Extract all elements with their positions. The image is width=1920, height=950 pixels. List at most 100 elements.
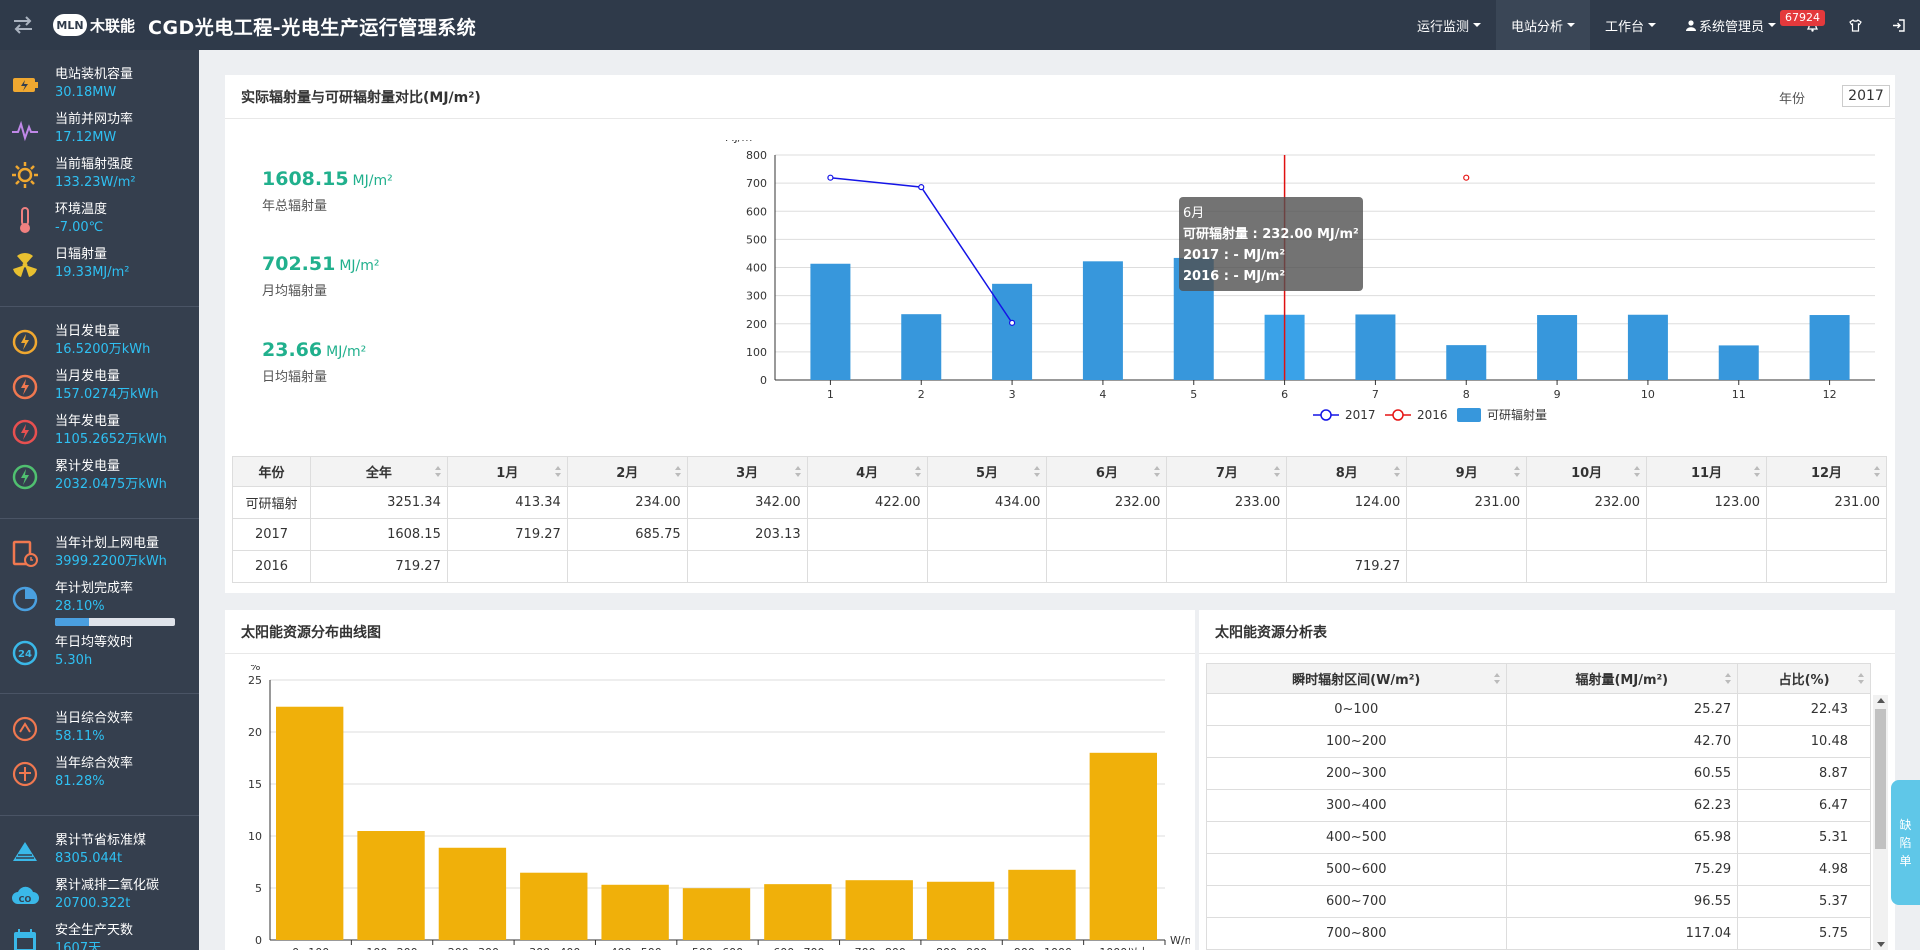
- distribution-chart[interactable]: % 0 5 10 15 20 25 0~100 100~200 200~300 300~400 400…: [230, 665, 1190, 950]
- sort-icon[interactable]: [794, 466, 801, 478]
- table-cell: 231.00: [1766, 486, 1887, 519]
- sidebar-divider: [0, 815, 199, 816]
- logout-icon: [1893, 18, 1905, 32]
- bar: [1809, 315, 1850, 380]
- column-header[interactable]: 3月: [686, 456, 808, 487]
- sort-icon[interactable]: [1034, 466, 1041, 478]
- nav-item-user[interactable]: 系统管理员: [1671, 0, 1791, 50]
- stat-label: 年总辐射量: [262, 199, 328, 214]
- sidebar-value: 20700.322t: [55, 896, 131, 911]
- y-axis-unit: %: [250, 665, 260, 673]
- y-tick-label: 5: [255, 882, 262, 895]
- caret-down-icon: [1647, 23, 1656, 27]
- defect-tab[interactable]: 缺陷单: [1891, 780, 1920, 905]
- x-tick-label: 11: [1732, 388, 1746, 401]
- column-header[interactable]: 5月: [926, 456, 1048, 487]
- column-header[interactable]: 辐射量(MJ/m²): [1505, 663, 1739, 694]
- nav-item-workbench[interactable]: 工作台: [1590, 0, 1671, 50]
- stat-value: 23.66: [262, 339, 323, 361]
- month-power-icon: [12, 374, 38, 400]
- table-header-row: 瞬时辐射区间(W/m²) 辐射量(MJ/m²) 占比(%): [1206, 663, 1871, 694]
- table-row: 500~600 75.29 4.98: [1206, 853, 1871, 886]
- sort-icon[interactable]: [1154, 466, 1161, 478]
- scrollbar-thumb[interactable]: [1875, 709, 1886, 849]
- sort-icon[interactable]: [914, 466, 921, 478]
- bar: [520, 872, 588, 940]
- sort-icon[interactable]: [1634, 466, 1641, 478]
- column-header[interactable]: 8月: [1286, 456, 1408, 487]
- x-axis-unit: W/m²: [1170, 934, 1190, 947]
- sidebar-divider: [0, 306, 199, 307]
- defect-tab-char: 缺: [1899, 817, 1912, 832]
- sidebar-value: 81.28%: [55, 774, 105, 789]
- sort-icon[interactable]: [1725, 673, 1732, 685]
- table-cell: 2016: [232, 550, 311, 583]
- y-tick-label: 800: [746, 149, 767, 162]
- sidebar-toggle-icon[interactable]: [12, 15, 34, 35]
- tooltip-title: 6月: [1183, 206, 1205, 221]
- table-cell: 8.87: [1737, 757, 1871, 790]
- sort-icon[interactable]: [1394, 466, 1401, 478]
- table-row: 100~200 42.70 10.48: [1206, 725, 1871, 758]
- column-header[interactable]: 1月: [446, 456, 568, 487]
- table-cell: 231.00: [1406, 486, 1528, 519]
- sort-icon[interactable]: [1514, 466, 1521, 478]
- column-header[interactable]: 占比(%): [1737, 663, 1871, 694]
- scrollbar[interactable]: [1873, 695, 1888, 950]
- bar: [901, 314, 942, 380]
- x-tick-label: 0~100: [292, 946, 329, 950]
- scrollbar-down-arrow[interactable]: [1877, 942, 1885, 947]
- bar: [1355, 314, 1396, 380]
- bar: [357, 831, 425, 940]
- sidebar-item-equivalent-hours: 24 年日均等效时 5.30h: [0, 634, 199, 679]
- column-header[interactable]: 2月: [566, 456, 688, 487]
- nav-label: 系统管理员: [1698, 19, 1764, 35]
- table-cell: [1166, 550, 1288, 583]
- x-tick-label: 1000以上: [1099, 946, 1149, 950]
- table-cell: 100~200: [1206, 725, 1507, 758]
- svg-text:CO: CO: [19, 895, 32, 904]
- sidebar-value: 16.5200万kWh: [55, 342, 151, 357]
- column-header[interactable]: 11月: [1646, 456, 1767, 487]
- column-header[interactable]: 瞬时辐射区间(W/m²): [1206, 663, 1507, 694]
- column-header[interactable]: 7月: [1166, 456, 1288, 487]
- nav-item-analysis[interactable]: 电站分析: [1495, 0, 1590, 50]
- column-header[interactable]: 6月: [1046, 456, 1168, 487]
- nav-item-logout[interactable]: [1877, 0, 1920, 50]
- column-header[interactable]: 10月: [1526, 456, 1648, 487]
- column-header: 年份: [232, 456, 311, 487]
- radiation-comparison-chart[interactable]: MJ/m²01002003004005006007008001234567891…: [505, 140, 1885, 450]
- co2-icon: CO: [12, 886, 39, 904]
- sidebar-value: 17.12MW: [55, 130, 117, 145]
- table-row: 300~400 62.23 6.47: [1206, 789, 1871, 822]
- table-cell: [1646, 550, 1767, 583]
- sort-icon[interactable]: [1493, 673, 1500, 685]
- sidebar-label: 年日均等效时: [55, 635, 134, 650]
- year-select[interactable]: 2017: [1842, 85, 1890, 107]
- nav-item-monitoring[interactable]: 运行监测: [1402, 0, 1496, 50]
- table-cell: 342.00: [686, 486, 808, 519]
- sort-icon[interactable]: [1274, 466, 1281, 478]
- column-header[interactable]: 全年: [310, 456, 448, 487]
- column-header[interactable]: 9月: [1406, 456, 1528, 487]
- nav-item-shirt[interactable]: [1834, 0, 1877, 50]
- x-tick-label: 5: [1190, 388, 1197, 401]
- stat-label: 月均辐射量: [262, 284, 328, 299]
- sidebar-item-coal: 累计节省标准煤 8305.044t: [0, 832, 199, 877]
- panel-divider: [1199, 653, 1895, 654]
- sidebar-label: 日辐射量: [55, 247, 108, 262]
- x-tick-label: 9: [1554, 388, 1561, 401]
- column-header[interactable]: 12月: [1766, 456, 1887, 487]
- sort-icon[interactable]: [1858, 673, 1864, 685]
- column-header[interactable]: 4月: [806, 456, 928, 487]
- x-tick-label: 2: [918, 388, 925, 401]
- sort-icon[interactable]: [434, 466, 441, 478]
- sort-icon[interactable]: [1874, 466, 1880, 478]
- scrollbar-up-arrow[interactable]: [1877, 698, 1885, 703]
- y-tick-label: 15: [248, 778, 262, 791]
- sort-icon[interactable]: [1754, 466, 1760, 478]
- sort-icon[interactable]: [554, 466, 561, 478]
- top-nav: 运行监测 电站分析 工作台 系统管理员: [1402, 0, 1920, 50]
- sort-icon[interactable]: [674, 466, 681, 478]
- y-tick-label: 400: [746, 262, 767, 275]
